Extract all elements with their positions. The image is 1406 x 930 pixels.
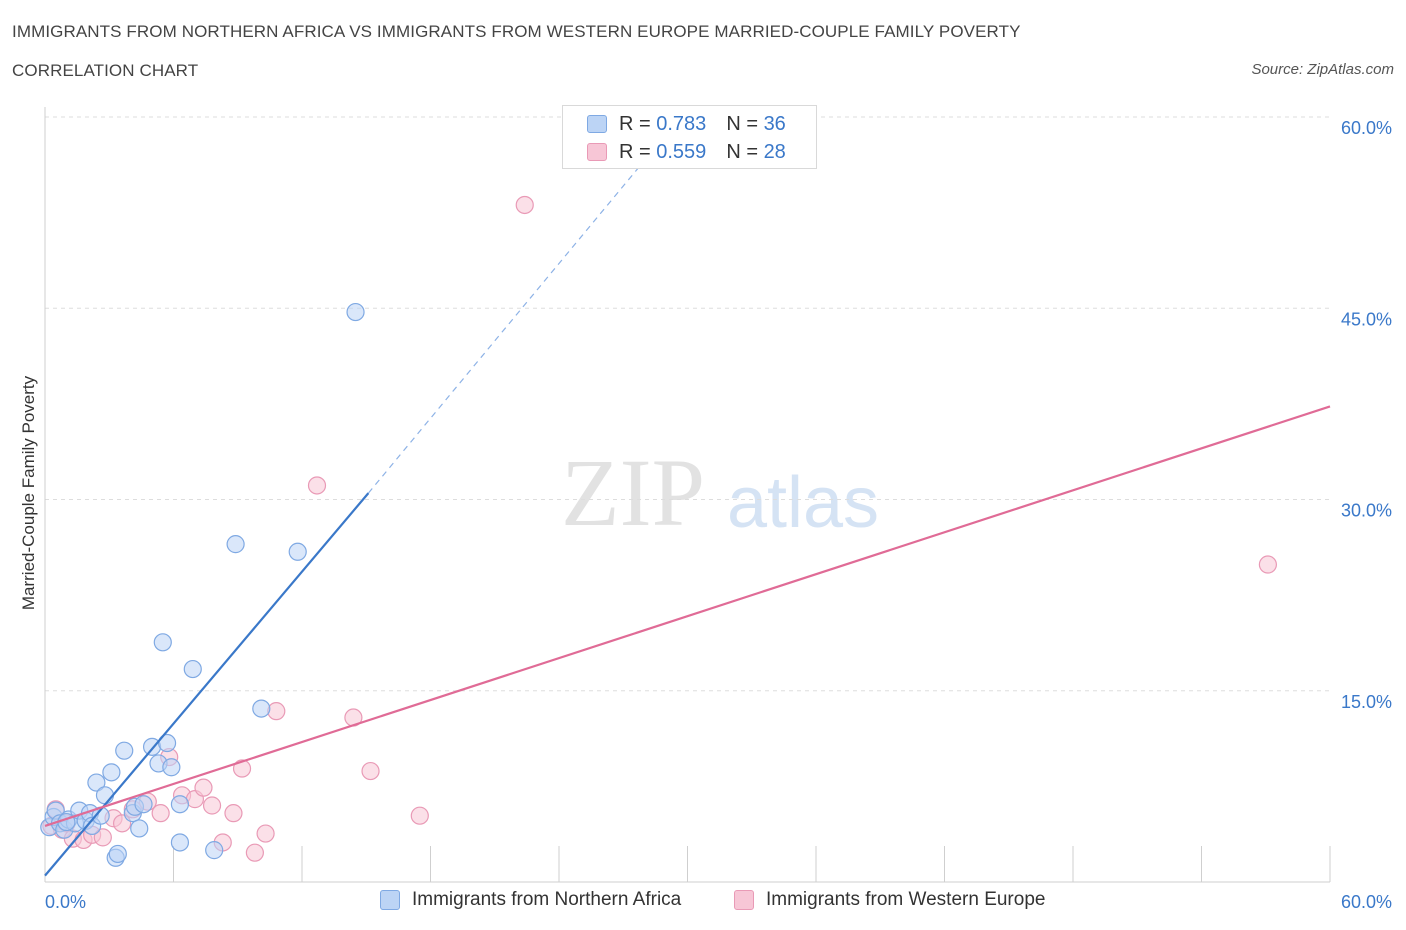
legend-swatch-pink (587, 143, 607, 161)
grid-lines (45, 116, 1330, 692)
series-name-western-europe: Immigrants from Western Europe (766, 889, 1046, 910)
point-western-europe-7 (93, 828, 112, 847)
northern-africa-points (40, 302, 365, 867)
series-name-northern-africa: Immigrants from Northern Africa (412, 889, 682, 910)
point-northern-africa-13 (95, 786, 115, 805)
stats-legend-row-pink: R = 0.559 N = 28 (587, 140, 786, 164)
legend-n-label: N = (726, 112, 758, 135)
series-legend-northern-africa: Immigrants from Northern Africa (380, 889, 681, 911)
point-northern-africa-27 (170, 795, 190, 814)
point-northern-africa-11 (87, 773, 106, 792)
point-northern-africa-16 (108, 844, 127, 864)
legend-r-value-blue: 0.783 (656, 112, 707, 135)
y-tick-label-15: 15.0% (1341, 692, 1392, 712)
x-tick-label-max: 60.0% (1341, 892, 1392, 912)
x-tick-label-min: 0.0% (45, 892, 86, 912)
point-western-europe-22 (256, 824, 275, 843)
point-northern-africa-17 (115, 741, 134, 760)
y-tick-label-60: 60.0% (1341, 118, 1392, 138)
point-northern-africa-30 (205, 841, 224, 860)
watermark-zip: ZIP (561, 439, 705, 546)
point-northern-africa-32 (252, 699, 271, 718)
point-northern-africa-24 (153, 633, 172, 652)
trend-lines (44, 167, 1331, 877)
legend-r-value-pink: 0.559 (656, 140, 707, 163)
point-western-europe-26 (361, 761, 380, 781)
trend-line-northern-africa-extension (367, 167, 639, 494)
point-western-europe-16 (194, 778, 213, 797)
point-northern-africa-26 (162, 758, 181, 777)
legend-n-value-pink: 28 (763, 140, 786, 163)
watermark-atlas: atlas (727, 463, 879, 543)
trend-line-northern-africa (44, 492, 370, 877)
point-western-europe-23 (267, 702, 286, 721)
point-western-europe-20 (232, 759, 252, 778)
point-northern-africa-28 (170, 833, 190, 852)
chart-title-line-2: CORRELATION CHART (12, 61, 199, 80)
point-northern-africa-25 (157, 733, 177, 753)
point-northern-africa-34 (346, 302, 365, 322)
point-western-europe-24 (307, 476, 327, 495)
point-western-europe-21 (245, 843, 264, 862)
point-western-europe-12 (151, 804, 170, 823)
point-northern-africa-21 (134, 795, 153, 814)
legend-r-label: R = (619, 140, 651, 163)
y-tick-label-45: 45.0% (1341, 309, 1392, 329)
tick-labels: 15.0% 30.0% 45.0% 60.0% 0.0% 60.0% (45, 118, 1392, 912)
legend-n-label: N = (726, 140, 758, 163)
chart-title-line-1: IMMIGRANTS FROM NORTHERN AFRICA VS IMMIG… (12, 22, 1021, 41)
point-western-europe-28 (515, 195, 534, 215)
series-swatch-pink (734, 890, 754, 910)
point-northern-africa-29 (183, 659, 202, 679)
point-western-europe-27 (410, 806, 429, 825)
source-label: Source: ZipAtlas.com (1251, 61, 1394, 78)
watermark: ZIP atlas (561, 439, 879, 546)
point-northern-africa-33 (288, 542, 307, 561)
point-western-europe-17 (202, 796, 222, 815)
point-northern-africa-31 (226, 535, 245, 554)
y-axis-label: Married-Couple Family Poverty (19, 375, 38, 610)
point-northern-africa-20 (130, 819, 149, 838)
point-western-europe-29 (1258, 555, 1277, 574)
legend-swatch-blue (587, 115, 607, 133)
axes (44, 107, 1331, 883)
trend-line-western-europe (44, 405, 1331, 827)
legend-n-value-blue: 36 (763, 112, 786, 135)
legend-r-label: R = (619, 112, 651, 135)
series-legend-western-europe: Immigrants from Western Europe (734, 889, 1045, 911)
series-swatch-blue (380, 890, 400, 910)
y-tick-label-30: 30.0% (1341, 501, 1392, 521)
point-northern-africa-14 (102, 763, 121, 782)
point-western-europe-19 (224, 804, 243, 823)
stats-legend-row-blue: R = 0.783 N = 36 (587, 112, 786, 136)
stats-legend: R = 0.783 N = 36 R = 0.559 N = 28 (562, 105, 817, 169)
